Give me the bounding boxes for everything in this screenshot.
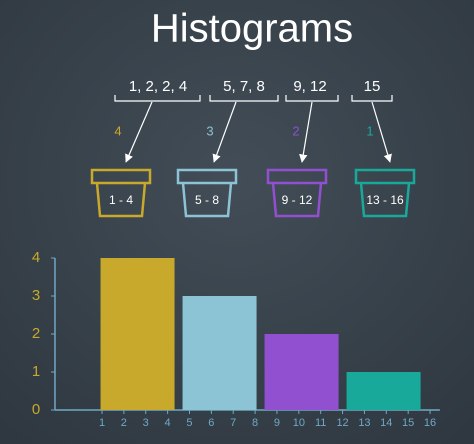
group-values: 5, 7, 8 (223, 78, 265, 95)
bar (264, 334, 339, 410)
bar (182, 296, 257, 410)
group-values: 1, 2, 2, 4 (129, 78, 187, 95)
bucket-rim (90, 168, 152, 185)
bracket (114, 95, 201, 102)
x-tick-label: 4 (165, 417, 171, 429)
bucket-label: 13 - 16 (366, 193, 404, 207)
x-tick-label: 14 (380, 417, 392, 429)
arrow (299, 101, 313, 163)
x-tick-label: 11 (315, 417, 326, 429)
y-tick-label: 4 (32, 249, 40, 266)
x-tick-label: 1 (99, 417, 105, 429)
bucket-body (95, 182, 147, 218)
x-tick-label: 13 (358, 417, 370, 429)
bucket-body (181, 182, 233, 218)
title: Histograms (151, 7, 353, 51)
x-tick-label: 3 (143, 417, 149, 429)
count: 3 (206, 123, 213, 138)
y-tick-label: 0 (32, 401, 40, 418)
group-values: 15 (364, 78, 381, 95)
bucket-label: 9 - 12 (282, 193, 313, 207)
x-tick-label: 15 (402, 417, 414, 429)
count: 2 (292, 123, 299, 138)
bar (100, 258, 175, 410)
bar (346, 372, 421, 410)
x-tick-label: 7 (230, 417, 236, 429)
bracket (351, 95, 393, 102)
x-tick-label: 16 (424, 417, 436, 429)
count: 4 (114, 123, 121, 138)
x-tick-label: 5 (186, 417, 192, 429)
arrow (371, 101, 392, 163)
bucket-body (359, 182, 411, 218)
y-tick-label: 3 (32, 287, 40, 304)
x-tick-label: 12 (336, 417, 348, 429)
bucket-body (271, 182, 323, 218)
x-tick-label: 9 (274, 417, 280, 429)
x-tick-label: 2 (121, 417, 127, 429)
arrow (125, 101, 153, 163)
x-tick-label: 6 (208, 417, 214, 429)
y-tick-label: 2 (32, 325, 40, 342)
bracket (209, 95, 279, 102)
bracket (285, 95, 339, 102)
count: 1 (366, 123, 373, 138)
bucket-rim (266, 168, 328, 185)
bucket-rim (176, 168, 238, 185)
bucket-rim (354, 168, 416, 185)
group-values: 9, 12 (293, 78, 326, 95)
arrow (212, 101, 237, 163)
y-tick-label: 1 (32, 363, 40, 380)
bucket-label: 5 - 8 (195, 193, 219, 207)
x-tick-label: 8 (252, 417, 258, 429)
bucket-label: 1 - 4 (109, 193, 133, 207)
x-tick-label: 10 (293, 417, 305, 429)
